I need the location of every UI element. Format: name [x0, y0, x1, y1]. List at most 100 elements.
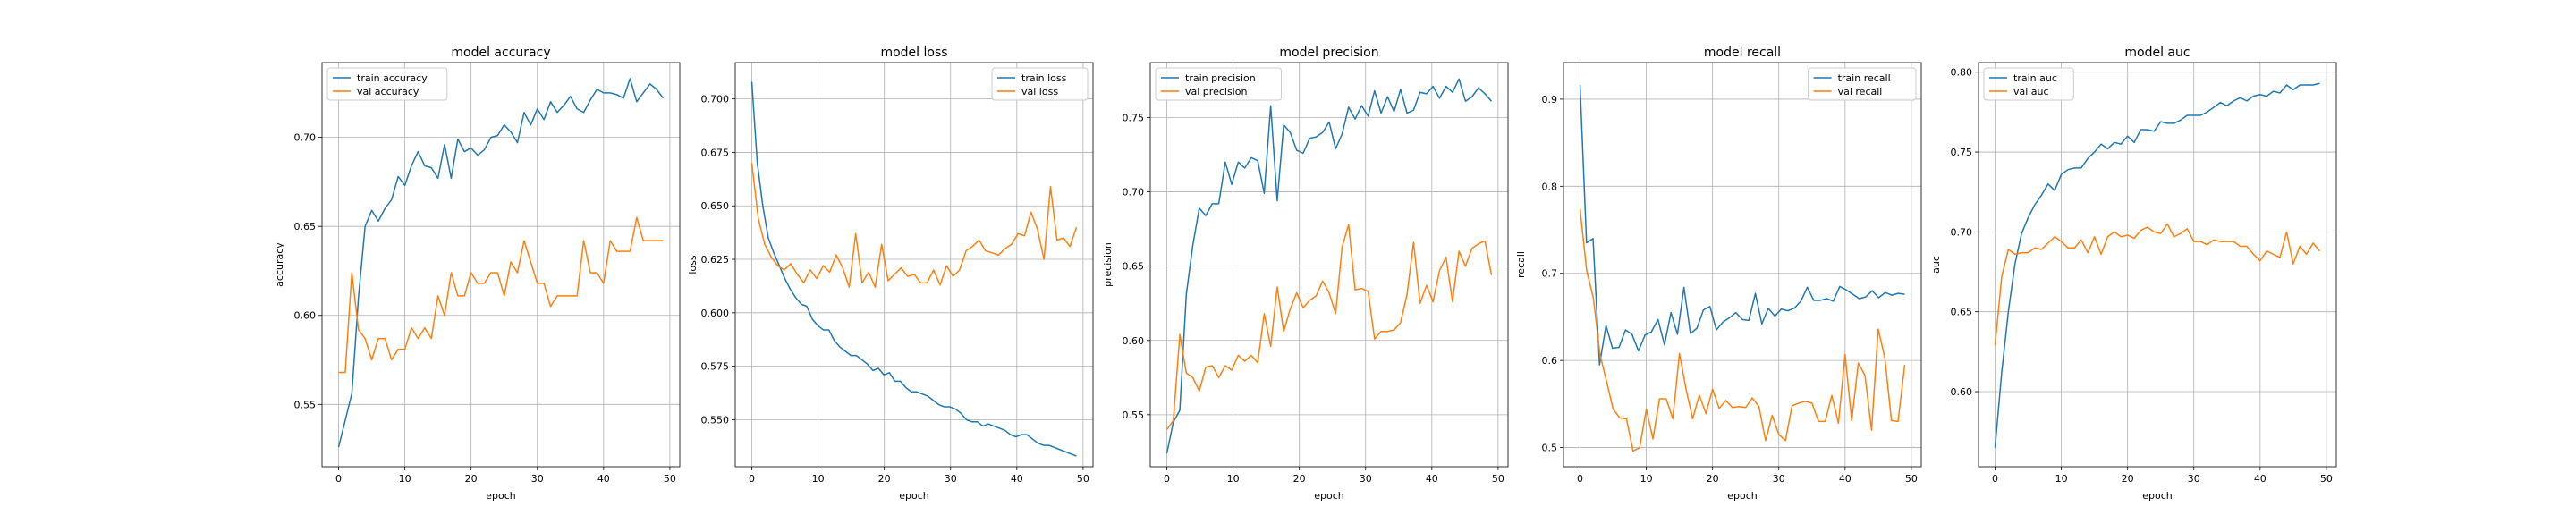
x-tick-label: 50 [1492, 473, 1504, 485]
plot-frame [734, 62, 1094, 468]
y-tick-label: 0.60 [294, 310, 317, 322]
y-tick-label: 0.5 [1542, 443, 1558, 454]
chart-title: model accuracy [451, 46, 550, 60]
y-tick-label: 0.55 [294, 399, 317, 410]
x-tick-label: 40 [1839, 473, 1852, 485]
series-line-train [750, 81, 1077, 457]
series-line-val [338, 216, 664, 374]
legend-label: val auc [2013, 86, 2049, 97]
plot-frame [1978, 62, 2337, 468]
legend-label: val precision [1185, 86, 1247, 97]
y-tick-label: 0.9 [1542, 94, 1558, 106]
legend-label: train recall [1838, 72, 1891, 84]
series-line-val [1994, 223, 2321, 346]
plot-frame [1149, 62, 1509, 468]
series-line-val [750, 163, 1078, 288]
legend: train auc val auc [1983, 67, 2074, 101]
chart-title: model loss [880, 46, 947, 60]
chart-panel-3: 0 10 20 30 40 50 0.55 0.60 0.65 0.70 0.75 model pre… [1102, 46, 1509, 502]
series-line-train [1165, 78, 1493, 454]
y-tick-label: 0.550 [701, 414, 730, 426]
x-tick-label: 0 [335, 473, 342, 485]
legend: train loss val loss [991, 67, 1089, 101]
x-tick-label: 20 [878, 473, 891, 485]
series-line-val [1579, 208, 1906, 452]
legend-label: val recall [1838, 86, 1883, 97]
y-tick-label: 0.70 [294, 132, 317, 144]
x-axis-label: epoch [2142, 490, 2173, 502]
x-tick-label: 40 [1011, 473, 1023, 485]
y-axis-label: auc [1930, 256, 1942, 274]
legend: train accuracy val accuracy [326, 67, 448, 101]
series-line-train [1579, 85, 1905, 366]
legend-box [1155, 67, 1282, 101]
chart-title: model precision [1279, 46, 1378, 60]
y-axis-label: precision [1102, 242, 1114, 287]
x-tick-label: 30 [531, 473, 544, 485]
chart-panel-4: 0 10 20 30 40 50 0.5 0.6 0.7 0.8 0.9 model recall ep… [1515, 46, 1922, 502]
y-tick-label: 0.75 [1123, 112, 1145, 123]
x-tick-label: 50 [1905, 473, 1918, 485]
x-axis-label: epoch [1727, 490, 1758, 502]
x-tick-label: 10 [1227, 473, 1240, 485]
y-tick-label: 0.625 [701, 254, 730, 266]
y-tick-label: 0.75 [1951, 147, 1973, 158]
x-tick-label: 30 [1773, 473, 1785, 485]
x-axis-label: epoch [1314, 490, 1344, 502]
y-tick-label: 0.70 [1951, 226, 1973, 238]
legend-label: train precision [1185, 72, 1256, 84]
x-tick-label: 30 [2188, 473, 2200, 485]
legend: train precision val precision [1155, 67, 1282, 101]
plot-frame [1563, 62, 1922, 468]
x-tick-label: 30 [1360, 473, 1372, 485]
x-tick-label: 10 [2055, 473, 2068, 485]
x-tick-label: 40 [597, 473, 610, 485]
legend: train recall val recall [1808, 67, 1917, 101]
x-tick-label: 20 [2122, 473, 2134, 485]
x-tick-label: 20 [465, 473, 478, 485]
legend-label: val accuracy [357, 86, 419, 97]
x-tick-label: 10 [1640, 473, 1653, 485]
x-tick-label: 50 [1077, 473, 1089, 485]
legend-label: val loss [1021, 86, 1058, 97]
x-axis-label: epoch [899, 490, 929, 502]
series-line-train [337, 78, 665, 448]
x-tick-label: 40 [2254, 473, 2267, 485]
y-tick-label: 0.60 [1951, 386, 1973, 398]
chart-panel-5: 0 10 20 30 40 50 0.60 0.65 0.70 0.75 0.80 model auc… [1930, 46, 2337, 502]
legend-label: train accuracy [357, 72, 428, 84]
y-tick-label: 0.70 [1123, 187, 1145, 198]
x-tick-label: 50 [664, 473, 676, 485]
series-line-train [1994, 82, 2320, 448]
y-tick-label: 0.700 [701, 94, 730, 106]
y-tick-label: 0.65 [294, 221, 317, 232]
x-axis-label: epoch [486, 490, 516, 502]
chart-panel-1: 0 10 20 30 40 50 0.55 0.60 0.65 0.70 model accurac… [274, 46, 681, 502]
legend-box [326, 67, 448, 101]
y-tick-label: 0.6 [1542, 355, 1558, 367]
chart-title: model auc [2124, 46, 2190, 60]
y-tick-label: 0.675 [701, 147, 730, 158]
legend-label: train auc [2013, 72, 2057, 84]
x-tick-label: 10 [812, 473, 825, 485]
legend-label: train loss [1021, 72, 1067, 84]
y-tick-label: 0.80 [1951, 67, 1973, 79]
y-axis-label: loss [687, 255, 699, 274]
legend-box [991, 67, 1089, 101]
x-tick-label: 0 [1992, 473, 1998, 485]
y-tick-label: 0.7 [1542, 268, 1558, 280]
y-tick-label: 0.65 [1123, 261, 1145, 273]
y-tick-label: 0.575 [701, 361, 730, 373]
plot-frame [321, 62, 681, 468]
x-tick-label: 0 [749, 473, 755, 485]
x-tick-label: 0 [1577, 473, 1583, 485]
x-tick-label: 10 [399, 473, 411, 485]
y-tick-label: 0.8 [1542, 181, 1558, 192]
y-tick-label: 0.600 [701, 308, 730, 319]
y-tick-label: 0.55 [1123, 409, 1145, 421]
y-axis-label: accuracy [274, 242, 285, 287]
x-tick-label: 30 [945, 473, 957, 485]
x-tick-label: 20 [1293, 473, 1306, 485]
y-tick-label: 0.65 [1951, 307, 1973, 318]
